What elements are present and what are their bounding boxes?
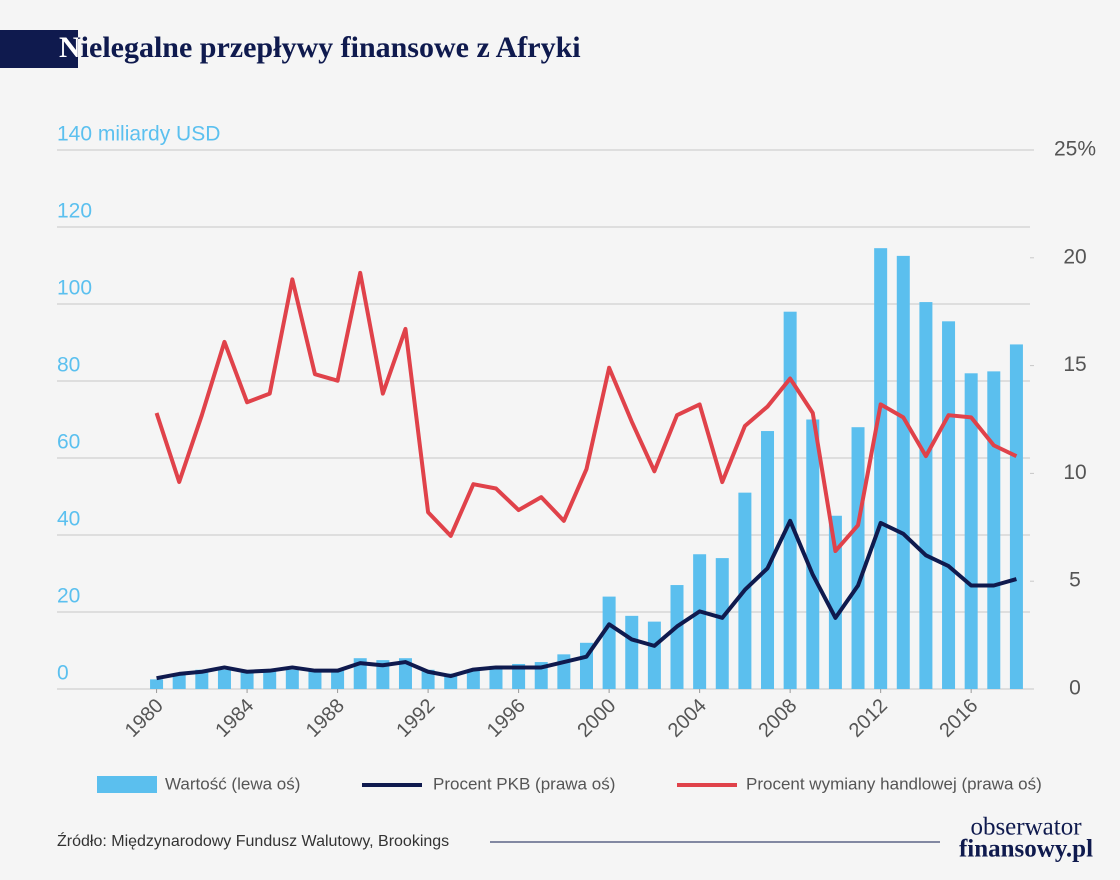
x-tick-label: 2004 bbox=[664, 695, 711, 742]
bar bbox=[308, 669, 322, 689]
bar bbox=[263, 669, 277, 689]
x-tick-label: 2012 bbox=[845, 695, 892, 742]
bar bbox=[647, 621, 661, 689]
bar bbox=[512, 663, 526, 689]
legend-swatch bbox=[97, 776, 157, 793]
y2-tick-label: 15 bbox=[1063, 353, 1086, 376]
bar bbox=[602, 596, 616, 689]
bar bbox=[874, 248, 888, 690]
bar bbox=[987, 371, 1001, 689]
legend-label: Procent PKB (prawa oś) bbox=[433, 774, 615, 793]
legend-label: Procent wymiany handlowej (prawa oś) bbox=[746, 774, 1042, 793]
bar bbox=[851, 427, 865, 689]
x-tick-label: 2016 bbox=[935, 695, 982, 742]
bar bbox=[195, 669, 209, 689]
x-tick-label: 2000 bbox=[573, 695, 620, 742]
bar bbox=[783, 311, 797, 689]
y-tick-label: 140 miliardy USD bbox=[57, 123, 220, 146]
logo-top: obserwator bbox=[970, 814, 1082, 841]
y2-tick-label: 10 bbox=[1063, 461, 1086, 484]
y-tick-label: 80 bbox=[57, 354, 80, 377]
bar bbox=[670, 585, 684, 689]
x-tick-label: 1988 bbox=[302, 695, 349, 742]
x-tick-label: 1992 bbox=[392, 695, 439, 742]
bar bbox=[896, 255, 910, 689]
y-tick-label: 60 bbox=[57, 431, 80, 454]
y-tick-label: 0 bbox=[57, 662, 69, 685]
bar bbox=[285, 669, 299, 689]
x-tick-label: 1980 bbox=[121, 695, 168, 742]
legend-label: Wartość (lewa oś) bbox=[165, 774, 300, 793]
line bbox=[156, 518, 1017, 681]
bar bbox=[240, 671, 254, 689]
bar bbox=[919, 302, 933, 689]
bar bbox=[376, 660, 390, 689]
chart-title: Nielegalne przepływy finansowe z Afryki bbox=[59, 31, 581, 64]
bar bbox=[693, 554, 707, 689]
bar bbox=[715, 558, 729, 689]
source: Źródło: Międzynarodowy Fundusz Walutowy,… bbox=[57, 831, 449, 850]
bar bbox=[172, 673, 186, 689]
bar bbox=[828, 515, 842, 689]
bar bbox=[489, 665, 503, 689]
bar bbox=[331, 669, 345, 689]
line bbox=[154, 270, 1018, 554]
bar bbox=[150, 679, 164, 689]
bar bbox=[761, 431, 775, 689]
bar bbox=[466, 669, 480, 689]
bar bbox=[964, 373, 978, 689]
y-tick-label: 20 bbox=[57, 585, 80, 608]
bar bbox=[421, 669, 435, 689]
x-tick-label: 1984 bbox=[211, 695, 258, 742]
bar bbox=[217, 669, 231, 689]
y2-tick-label: 20 bbox=[1063, 245, 1086, 268]
x-tick-label: 1996 bbox=[483, 695, 530, 742]
title-accent bbox=[0, 30, 78, 68]
plot: 0 20 40 60 80 100 120 140 miliardy USD 0 5 10 15 20 2… bbox=[57, 123, 1096, 793]
bar bbox=[398, 658, 412, 689]
bar bbox=[625, 615, 639, 689]
logo-bottom: finansowy.pl bbox=[959, 836, 1093, 863]
x-tick-label: 2008 bbox=[754, 695, 801, 742]
y2-tick-label: 5 bbox=[1069, 569, 1081, 592]
y2-tick-label: 0 bbox=[1069, 677, 1081, 700]
y-tick-label: 100 bbox=[57, 277, 92, 300]
y-tick-label: 120 bbox=[57, 200, 92, 223]
bar bbox=[806, 419, 820, 689]
bar bbox=[1009, 344, 1023, 689]
y2-tick-label: 25% bbox=[1054, 138, 1096, 161]
y-tick-label: 40 bbox=[57, 508, 80, 531]
bar bbox=[942, 321, 956, 689]
